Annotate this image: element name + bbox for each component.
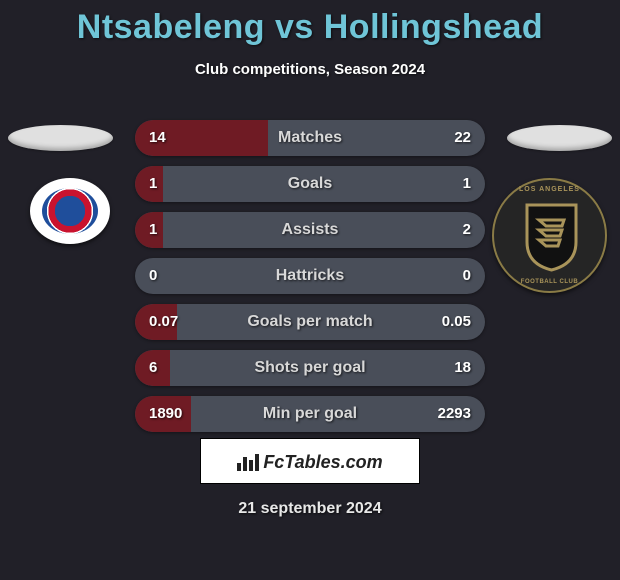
stat-row: 14Matches22 xyxy=(135,120,485,156)
stat-row: 1Assists2 xyxy=(135,212,485,248)
stat-row: 6Shots per goal18 xyxy=(135,350,485,386)
chart-icon xyxy=(237,453,259,471)
stat-label: Hattricks xyxy=(135,258,485,294)
stat-label: Min per goal xyxy=(135,396,485,432)
footer-date: 21 september 2024 xyxy=(0,500,620,518)
badge-right-text-top: LOS ANGELES xyxy=(494,186,605,193)
stat-row: 1Goals1 xyxy=(135,166,485,202)
player-spotlight-left xyxy=(8,125,113,151)
stat-label: Goals xyxy=(135,166,485,202)
team-badge-right: LOS ANGELES FOOTBALL CLUB xyxy=(492,178,607,293)
stat-label: Matches xyxy=(135,120,485,156)
page-subtitle: Club competitions, Season 2024 xyxy=(0,61,620,78)
stat-rows: 14Matches221Goals11Assists20Hattricks00.… xyxy=(135,120,485,442)
shield-icon xyxy=(524,202,579,272)
brand-label: FcTables.com xyxy=(263,452,382,472)
player-spotlight-right xyxy=(507,125,612,151)
stat-label: Shots per goal xyxy=(135,350,485,386)
stat-value-right: 2293 xyxy=(438,396,471,432)
stat-row: 1890Min per goal2293 xyxy=(135,396,485,432)
stat-value-right: 1 xyxy=(463,166,471,202)
brand-footer: FcTables.com xyxy=(200,438,420,484)
stat-value-right: 22 xyxy=(454,120,471,156)
stat-row: 0.07Goals per match0.05 xyxy=(135,304,485,340)
stat-value-right: 18 xyxy=(454,350,471,386)
stat-row: 0Hattricks0 xyxy=(135,258,485,294)
badge-right-text-bottom: FOOTBALL CLUB xyxy=(494,279,605,285)
team-badge-left xyxy=(30,178,110,244)
page-title: Ntsabeleng vs Hollingshead xyxy=(0,0,620,47)
stat-label: Assists xyxy=(135,212,485,248)
stat-value-right: 0 xyxy=(463,258,471,294)
stat-label: Goals per match xyxy=(135,304,485,340)
stat-value-right: 0.05 xyxy=(442,304,471,340)
stat-value-right: 2 xyxy=(463,212,471,248)
